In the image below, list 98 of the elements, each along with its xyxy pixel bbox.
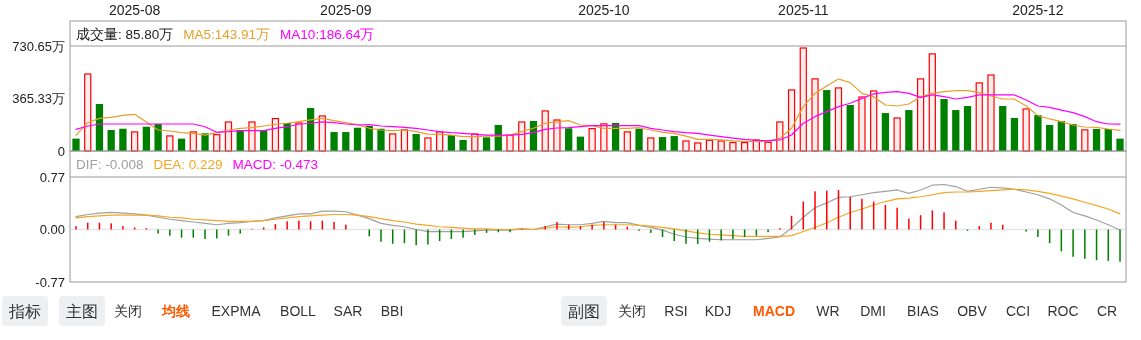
text: CCI (1005, 302, 1031, 319)
bar (201, 133, 209, 151)
bar (658, 137, 667, 151)
bar (670, 136, 678, 151)
text: SAR (333, 302, 363, 319)
text: ROC (1047, 302, 1079, 319)
bar (295, 122, 303, 152)
line-series (75, 78, 1121, 143)
bar (870, 90, 878, 152)
bar (424, 137, 432, 152)
bar (142, 126, 150, 151)
bar (987, 74, 995, 152)
bar (834, 87, 843, 152)
bar (482, 137, 491, 151)
bar (682, 140, 690, 152)
text: MA10:186.64万 (280, 26, 375, 42)
bar (389, 133, 397, 152)
bar (330, 132, 338, 151)
y-tick-label: 0.00 (39, 222, 65, 238)
bar (1116, 138, 1124, 151)
bar (1010, 117, 1019, 151)
y-tick-label: 365.33万 (12, 91, 65, 107)
bar (717, 140, 725, 152)
bar (283, 122, 291, 151)
y-tick-label: 730.65万 (12, 38, 65, 54)
bar (905, 110, 913, 151)
bar (459, 139, 467, 151)
bar (342, 132, 350, 151)
y-tick-label: 0 (57, 143, 65, 159)
bar (377, 128, 385, 151)
bar (940, 98, 948, 151)
text: 成交量: 85.80万 (76, 26, 174, 42)
text: WR (816, 302, 840, 319)
text: MACD (753, 302, 795, 319)
bar (1092, 129, 1101, 151)
text: 关闭 (618, 302, 646, 319)
x-tick-label: 2025-08 (108, 2, 161, 18)
text: BOLL (280, 302, 317, 319)
text: OBV (957, 302, 988, 319)
text: RSI (664, 302, 688, 319)
text: 均线 (161, 302, 190, 319)
text: MACD: -0.473 (232, 157, 319, 172)
bar (764, 141, 772, 152)
text: 主图 (66, 302, 98, 320)
bar (1069, 123, 1077, 151)
y-tick-label: -0.77 (35, 274, 65, 290)
bar (635, 128, 643, 151)
bar (119, 128, 127, 151)
bar (412, 134, 420, 151)
text: MA5:143.91万 (183, 26, 271, 42)
x-tick-label: 2025-09 (320, 2, 372, 18)
bar (858, 96, 866, 152)
bar (166, 135, 174, 152)
bar (600, 123, 608, 152)
bar (1022, 108, 1030, 152)
x-tick-label: 2025-12 (1012, 2, 1064, 18)
bar (999, 106, 1007, 151)
bar (799, 47, 807, 152)
text: DMI (860, 302, 886, 319)
bar (975, 82, 983, 152)
bar (916, 78, 925, 152)
bar (1034, 115, 1042, 151)
bar (623, 131, 631, 152)
bar (248, 121, 256, 152)
text: EXPMA (211, 302, 262, 319)
bar (881, 113, 890, 151)
x-tick-label: 2025-10 (578, 2, 630, 18)
text: DIF: -0.008 (76, 157, 144, 172)
text: BIAS (907, 302, 939, 319)
bar (131, 131, 139, 152)
bar (72, 138, 80, 151)
text: BBI (380, 302, 404, 319)
bar (506, 134, 514, 152)
bar (154, 123, 162, 151)
bar (729, 141, 737, 152)
text: CR (1096, 302, 1118, 319)
bar (928, 53, 936, 152)
text: 副图 (568, 302, 600, 320)
bar (84, 73, 92, 152)
text: 关闭 (114, 302, 142, 319)
bar (107, 130, 115, 151)
bar (565, 128, 573, 151)
bar (893, 117, 901, 152)
x-tick-label: 2025-11 (778, 2, 829, 18)
bar (952, 110, 960, 151)
y-tick-label: 0.77 (39, 169, 65, 185)
bar (588, 128, 596, 152)
bar (1081, 129, 1089, 152)
line-series (75, 91, 1121, 142)
bar (963, 106, 972, 151)
bar (846, 105, 854, 151)
text: 指标 (8, 302, 41, 320)
bar (811, 78, 819, 152)
bar (353, 127, 362, 151)
text: DEA: 0.229 (153, 157, 223, 172)
bar (823, 90, 831, 151)
bar (1046, 124, 1054, 151)
text: KDJ (704, 302, 732, 319)
